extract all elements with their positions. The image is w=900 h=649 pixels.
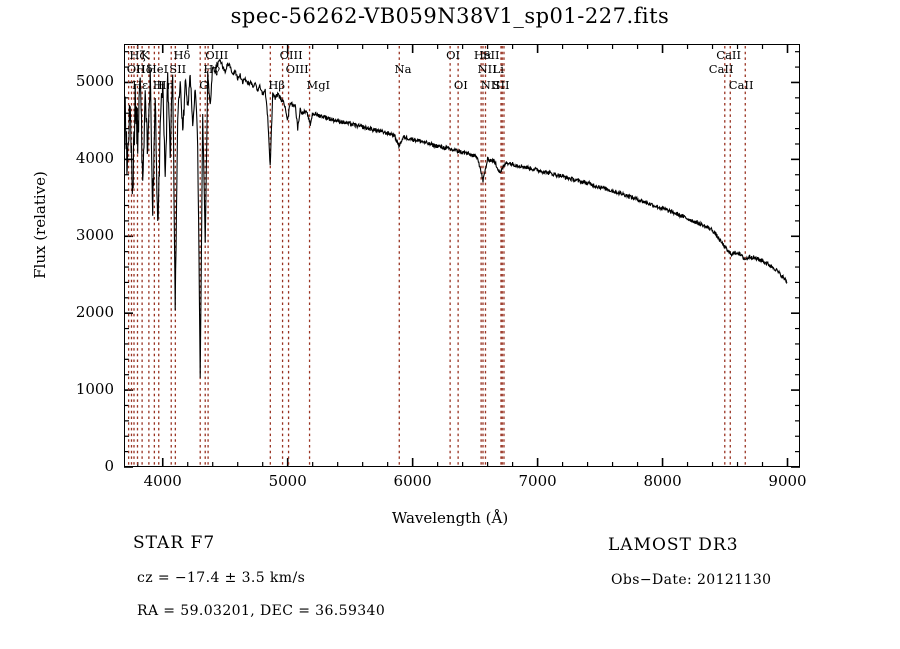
spectral-line-label: K xyxy=(140,48,150,62)
spectral-line-label: Hε xyxy=(132,78,149,92)
spectral-line-label: SII xyxy=(492,78,510,92)
spectral-line-label: Hζ xyxy=(129,48,146,62)
x-axis-title: Wavelength (Å) xyxy=(391,509,509,527)
spectral-line-label: G xyxy=(199,78,209,92)
y-axis-title: Flux (relative) xyxy=(31,171,49,279)
redshift-velocity: cz = −17.4 ± 3.5 km/s xyxy=(137,570,306,586)
spectral-line-label: MgI xyxy=(306,78,331,92)
spectral-line-label: OI xyxy=(446,48,461,62)
spectral-line-label: OI xyxy=(453,78,468,92)
spectral-line-label: OIII xyxy=(285,62,309,76)
spectral-line-label: Li xyxy=(492,62,504,76)
object-class: STAR F7 xyxy=(133,533,216,553)
spectral-line-label: Hδ xyxy=(173,48,191,62)
y-tick-label: 1000 xyxy=(75,380,114,399)
spectral-line-label: SII xyxy=(482,48,500,62)
spectral-line-label: OII xyxy=(126,62,146,76)
spectral-line-label: OIII xyxy=(205,48,229,62)
x-tick-label: 9000 xyxy=(768,472,807,490)
spectral-line-label: Na xyxy=(394,62,412,76)
y-tick-label: 2000 xyxy=(75,303,114,322)
page-title: spec-56262-VB059N38V1_sp01-227.fits xyxy=(230,4,670,28)
spectral-line-label: H xyxy=(152,78,163,92)
coordinates: RA = 59.03201, DEC = 36.59340 xyxy=(137,603,386,619)
x-tick-label: 4000 xyxy=(143,472,182,490)
y-tick-label: 4000 xyxy=(75,149,114,168)
spectral-line-label: Hδ xyxy=(135,62,153,76)
spectral-line-label: Hγ xyxy=(203,62,221,76)
survey-name: LAMOST DR3 xyxy=(608,535,739,555)
spectral-line-label: HeI xyxy=(146,62,169,76)
spectral-line-label: Hβ xyxy=(268,78,285,92)
spectral-line-label: NII xyxy=(480,78,500,92)
observation-date: Obs−Date: 20121130 xyxy=(611,572,772,588)
y-tick-label: 5000 xyxy=(75,72,114,91)
spectral-line-label: OIII xyxy=(279,48,303,62)
x-tick-label: 7000 xyxy=(518,472,557,490)
plot-frame xyxy=(124,44,800,467)
x-tick-label: 5000 xyxy=(268,472,307,490)
spectral-line-label: NII xyxy=(477,62,497,76)
spectral-line-label: CaII xyxy=(728,78,754,92)
y-tick-label: 0 xyxy=(104,457,114,475)
x-tick-label: 6000 xyxy=(393,472,432,490)
spectral-line-label: CaII xyxy=(708,62,734,76)
y-tick-label: 3000 xyxy=(75,226,114,245)
spectral-line-label: Hη xyxy=(156,78,174,92)
spectral-line-label: SII xyxy=(169,62,187,76)
spectral-line-label: CaII xyxy=(716,48,742,62)
spectral-line-label: Hα xyxy=(473,48,492,62)
x-tick-label: 8000 xyxy=(643,472,682,490)
